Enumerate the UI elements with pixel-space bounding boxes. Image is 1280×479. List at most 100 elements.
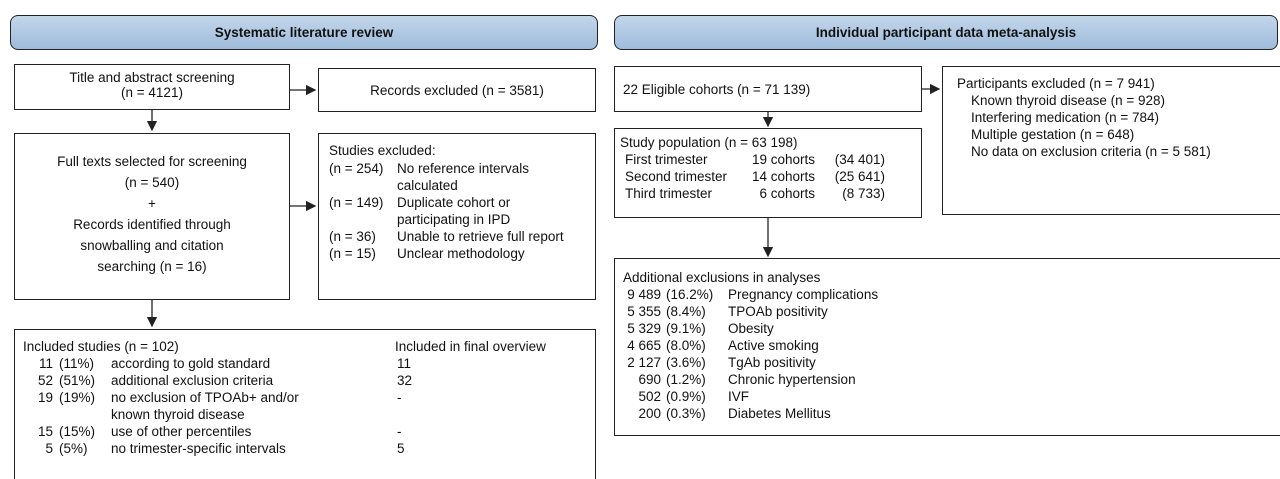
row: 52 (51%) additional exclusion criteria 32: [23, 372, 587, 389]
cell: Third trimester: [625, 186, 713, 201]
cell: 690: [638, 372, 661, 387]
row: 2 127 (3.6%) TgAb positivity: [623, 354, 1273, 371]
text: (n = 540): [124, 175, 180, 190]
cell: -: [397, 390, 402, 405]
text: Study population (n = 63 198): [620, 135, 798, 150]
cell: TPOAb positivity: [728, 304, 828, 319]
cell: Chronic hypertension: [728, 372, 856, 387]
cell: (n = 149): [329, 195, 384, 210]
participants-excluded-box: Participants excluded (n = 7 941) Known …: [942, 66, 1280, 215]
cell: 9 489: [627, 287, 661, 302]
cell: (9.1%): [666, 321, 706, 336]
row: 4 665 (8.0%) Active smoking: [623, 337, 1273, 354]
text: Included in final overview: [395, 339, 546, 354]
text: 22 Eligible cohorts (n = 71 139): [623, 81, 811, 97]
cell: (3.6%): [666, 355, 706, 370]
cell: -: [397, 424, 402, 439]
text: Records excluded (n = 3581): [370, 82, 544, 98]
cell: (8.4%): [666, 304, 706, 319]
cell: additional exclusion criteria: [111, 373, 274, 388]
cell: 19: [37, 390, 53, 405]
row: First trimester 19 cohorts (34 401): [620, 151, 916, 168]
cell: Unable to retrieve full report: [397, 229, 564, 244]
cell: no exclusion of TPOAb+ and/or known thyr…: [111, 390, 299, 422]
row: 502 (0.9%) IVF: [623, 388, 1273, 405]
text: Interfering medication (n = 784): [971, 110, 1159, 125]
fulltext-box: Full texts selected for screening (n = 5…: [14, 133, 290, 300]
cell: 11: [38, 356, 53, 371]
text: Full texts selected for screening: [57, 154, 247, 169]
arrow-group: [146, 83, 941, 328]
eligible-box: 22 Eligible cohorts (n = 71 139): [614, 66, 922, 112]
row: Second trimester 14 cohorts (25 641): [620, 168, 916, 185]
cell: use of other percentiles: [111, 424, 252, 439]
text: +: [148, 196, 156, 211]
screening-box: Title and abstract screening (n = 4121): [14, 64, 290, 110]
row: 5 329 (9.1%) Obesity: [623, 320, 1273, 337]
cell: Pregnancy complications: [728, 287, 879, 302]
cell: 4 665: [627, 338, 661, 353]
cell: 11: [397, 356, 412, 371]
row: 200 (0.3%) Diabetes Mellitus: [623, 405, 1273, 422]
cell: (0.3%): [666, 406, 706, 421]
cell: 5 355: [627, 304, 661, 319]
row: (n = 36) Unable to retrieve full report: [329, 228, 585, 245]
row: 19 (19%) no exclusion of TPOAb+ and/or kno…: [23, 389, 587, 423]
row: 5 355 (8.4%) TPOAb positivity: [623, 303, 1273, 320]
row: 15 (15%) use of other percentiles -: [23, 423, 587, 440]
cell: 502: [638, 389, 661, 404]
cell: no trimester-specific intervals: [111, 441, 286, 456]
cell: 6 cohorts: [759, 186, 815, 201]
text: No data on exclusion criteria (n = 5 581…: [971, 144, 1211, 159]
cell: (51%): [59, 373, 96, 388]
cell: 32: [397, 373, 413, 388]
text: Included studies (n = 102): [23, 339, 179, 354]
cell: No reference intervals calculated: [397, 161, 530, 193]
cell: (16.2%): [666, 287, 714, 302]
additional-box: Additional exclusions in analyses 9 489 (…: [614, 258, 1280, 436]
cell: 2 127: [627, 355, 661, 370]
row: (n = 15) Unclear methodology: [329, 245, 585, 262]
text: Participants excluded (n = 7 941): [957, 76, 1155, 91]
cell: 5: [397, 441, 405, 456]
row: 690 (1.2%) Chronic hypertension: [623, 371, 1273, 388]
cell: (8.0%): [666, 338, 706, 353]
cell: (1.2%): [666, 372, 706, 387]
cell: 52: [37, 373, 53, 388]
cell: according to gold standard: [111, 356, 271, 371]
cell: (19%): [59, 390, 96, 405]
cell: Obesity: [728, 321, 774, 336]
cell: (5%): [59, 441, 88, 456]
studies-excluded-box: Studies excluded: (n = 254) No reference …: [318, 133, 596, 300]
cell: (8 733): [842, 186, 885, 201]
excluded-box: Records excluded (n = 3581): [318, 68, 596, 112]
cell: (11%): [59, 356, 95, 371]
row: Third trimester 6 cohorts (8 733): [620, 185, 916, 202]
row: (n = 149) Duplicate cohort or participati…: [329, 194, 585, 228]
row: 9 489 (16.2%) Pregnancy complications: [623, 286, 1273, 303]
cell: (n = 15): [329, 246, 376, 261]
cell: Duplicate cohort or participating in IPD: [397, 195, 511, 227]
cell: (25 641): [834, 169, 885, 184]
study-population-box: Study population (n = 63 198) First trim…: [614, 128, 922, 218]
text: Title and abstract screening: [69, 70, 235, 85]
cell: 5: [45, 441, 53, 456]
row: (n = 254) No reference intervals calculat…: [329, 160, 585, 194]
cell: Second trimester: [625, 169, 728, 184]
text: Known thyroid disease (n = 928): [971, 93, 1165, 108]
cell: (n = 36): [329, 229, 376, 244]
cell: 15: [37, 424, 53, 439]
header: Individual participant data meta-analysi…: [614, 15, 1278, 50]
cell: 5 329: [627, 321, 661, 336]
cell: 14 cohorts: [751, 169, 815, 184]
row: 5 (5%) no trimester-specific intervals 5: [23, 440, 587, 457]
cell: (n = 254): [329, 161, 384, 176]
included-box: Included studies (n = 102) Included in fi…: [14, 329, 596, 479]
cell: Unclear methodology: [397, 246, 525, 261]
cell: (15%): [59, 424, 96, 439]
cell: Active smoking: [728, 338, 819, 353]
row: 11 (11%) according to gold standard 11: [23, 355, 587, 372]
header: Systematic literature review: [10, 15, 598, 50]
text: Multiple gestation (n = 648): [971, 127, 1135, 142]
